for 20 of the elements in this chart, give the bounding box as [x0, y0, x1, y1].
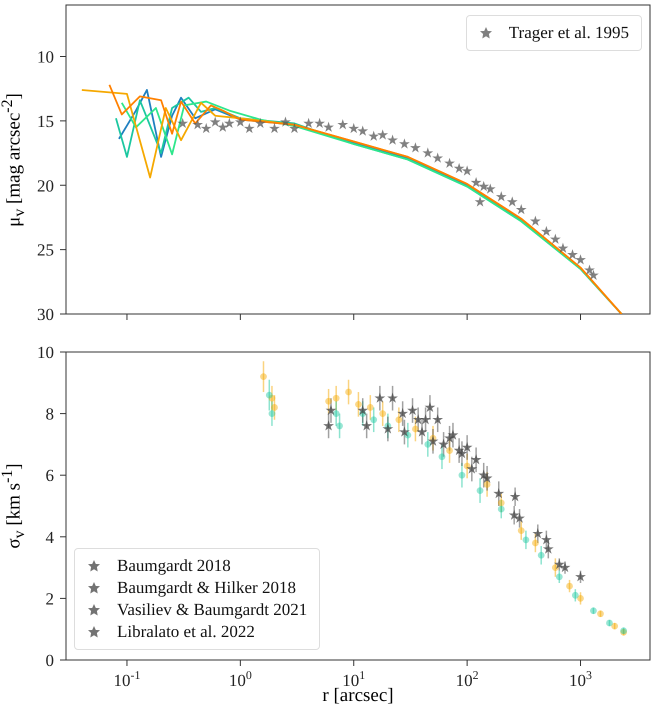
y-tick-label: 10 — [37, 48, 54, 66]
legend-label: Baumgardt 2018 — [117, 555, 231, 577]
y-tick-label: 10 — [37, 343, 54, 362]
legend-label: Trager et al. 1995 — [508, 22, 629, 44]
y-tick-label: 0 — [46, 651, 54, 670]
legend-label: Libralato et al. 2022 — [117, 621, 255, 643]
y-tick-label: 8 — [46, 404, 54, 424]
y-tick-label: 15 — [37, 112, 54, 131]
legend-label: Baumgardt & Hilker 2018 — [117, 577, 296, 599]
y-tick-label: 20 — [37, 176, 54, 196]
legend-label: Vasiliev & Baumgardt 2021 — [117, 599, 308, 621]
y-tick-label: 6 — [46, 466, 54, 486]
y-tick-label: 4 — [46, 528, 54, 547]
y-tick-label: 25 — [37, 240, 54, 260]
x-tick-label: 10$^{2}$ — [456, 668, 479, 690]
x-tick-label: 10$^{0}$ — [228, 668, 252, 690]
x-tick-label: 10$^{-1}$ — [114, 668, 140, 690]
x-tick-label: 10$^{3}$ — [569, 668, 592, 690]
y-tick-label: 2 — [46, 589, 54, 608]
y-tick-label: 30 — [37, 305, 54, 324]
